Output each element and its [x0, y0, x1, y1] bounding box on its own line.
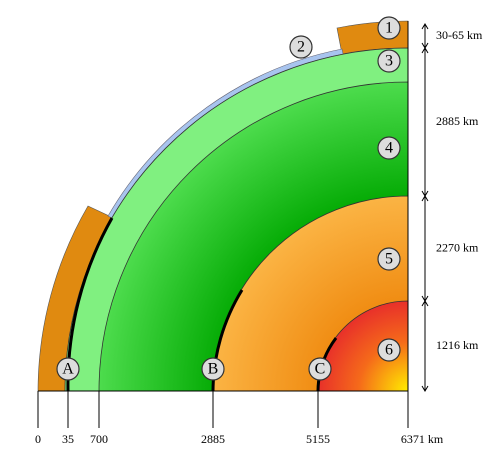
marker-label: 2 — [297, 39, 305, 56]
marker-circle — [56, 357, 80, 381]
thickness-label: 30-65 km — [436, 28, 483, 42]
axis-label: 6371 km — [401, 432, 444, 446]
marker-circle — [201, 357, 225, 381]
axis-label: 35 — [62, 432, 74, 446]
axis-label: 700 — [90, 432, 108, 446]
marker-circle — [308, 357, 332, 381]
marker-label: 3 — [385, 53, 393, 70]
marker-label: C — [315, 361, 326, 378]
thickness-label: 2885 km — [436, 114, 479, 128]
thickness-label: 1216 km — [436, 338, 479, 352]
marker-label: 6 — [385, 342, 393, 359]
marker-circle — [289, 35, 313, 59]
axis-label: 5155 — [306, 432, 330, 446]
dimension-arrows — [37, 23, 429, 428]
layer-shapes — [37, 20, 409, 392]
marker-circle — [377, 16, 401, 40]
marker-label: B — [208, 361, 219, 378]
arrow-head — [421, 300, 429, 392]
thickness-label: 2270 km — [436, 240, 479, 254]
marker-circle — [377, 247, 401, 271]
marker-label: 1 — [385, 20, 393, 37]
axis-label: 2885 — [201, 432, 225, 446]
marker-circle — [377, 49, 401, 73]
labels: 1 2 3 4 5 6 A B C 30-65 km 2885 km 2270 km 1216 km 0 3… — [35, 16, 483, 446]
marker-circle — [377, 136, 401, 160]
axis-label: 0 — [35, 432, 41, 446]
marker-circle — [377, 338, 401, 362]
marker-label: A — [62, 361, 74, 378]
marker-label: 4 — [385, 140, 393, 157]
marker-label: 5 — [385, 251, 393, 268]
